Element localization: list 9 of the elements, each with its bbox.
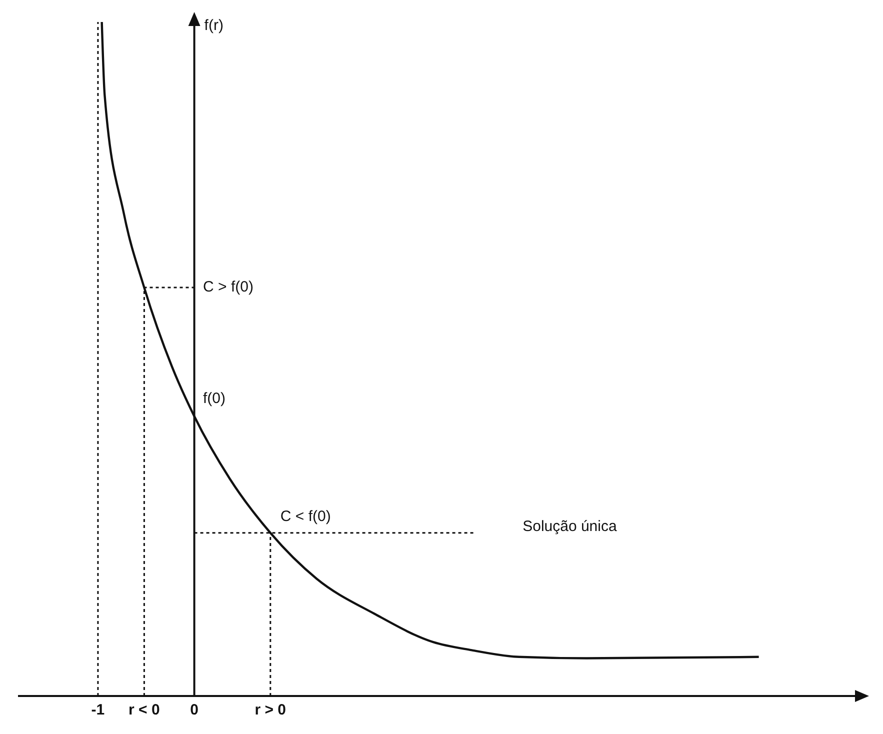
x-tick-label: 0 bbox=[190, 702, 198, 719]
x-tick-label: r < 0 bbox=[128, 702, 160, 719]
annotation: C > f(0) bbox=[203, 278, 254, 296]
x-tick-label: -1 bbox=[91, 702, 105, 719]
y-axis-title: f(r) bbox=[204, 17, 224, 34]
annotation: C < f(0) bbox=[280, 508, 331, 525]
x-tick-label: r > 0 bbox=[254, 702, 286, 719]
annotation: f(0) bbox=[203, 390, 226, 407]
annotation: Solução única bbox=[522, 518, 618, 535]
